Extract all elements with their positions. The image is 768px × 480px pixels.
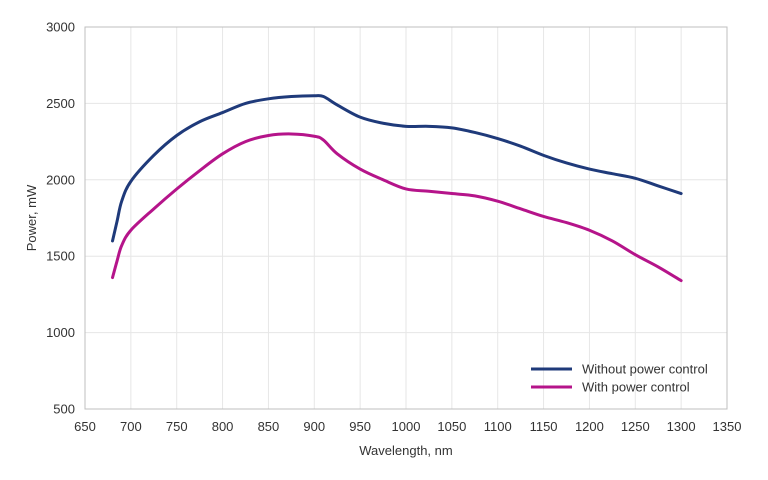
x-tick-label: 850 (258, 419, 280, 434)
x-tick-label: 1150 (530, 419, 558, 434)
x-tick-label: 800 (212, 419, 234, 434)
legend: Without power control With power control (531, 362, 708, 395)
plot-area-frame (84, 26, 728, 410)
x-tick-label: 1000 (392, 419, 421, 434)
x-tick-label: 700 (120, 419, 142, 434)
x-tick-label: 1250 (621, 419, 650, 434)
grid (84, 26, 728, 410)
y-tick-label: 500 (53, 402, 75, 417)
y-tick-label: 3000 (46, 20, 75, 35)
y-axis-ticks: 500 1000 1500 2000 2500 3000 (46, 20, 75, 417)
series-layer (111, 94, 683, 283)
legend-label-without-power-control: Without power control (582, 362, 708, 377)
legend-label-with-power-control: With power control (582, 380, 690, 395)
y-tick-label: 2500 (46, 96, 75, 111)
x-tick-label: 1200 (575, 419, 604, 434)
x-tick-label: 650 (74, 419, 96, 434)
x-tick-label: 750 (166, 419, 188, 434)
x-tick-label: 950 (349, 419, 371, 434)
x-tick-label: 1350 (713, 419, 742, 434)
y-tick-label: 1000 (46, 325, 75, 340)
y-tick-label: 1500 (46, 249, 75, 264)
x-tick-label: 1100 (484, 419, 512, 434)
series-line-with-power-control (111, 132, 683, 283)
x-tick-label: 1050 (437, 419, 466, 434)
series-line-without-power-control (111, 94, 683, 243)
x-tick-label: 1300 (667, 419, 696, 434)
y-axis-title: Power, mW (24, 184, 39, 251)
x-axis-ticks: 650 700 750 800 850 900 950 1000 1050 1100 1150 120… (74, 419, 741, 434)
y-tick-label: 2000 (46, 172, 75, 187)
x-axis-title: Wavelength, nm (359, 443, 452, 458)
x-tick-label: 900 (303, 419, 325, 434)
